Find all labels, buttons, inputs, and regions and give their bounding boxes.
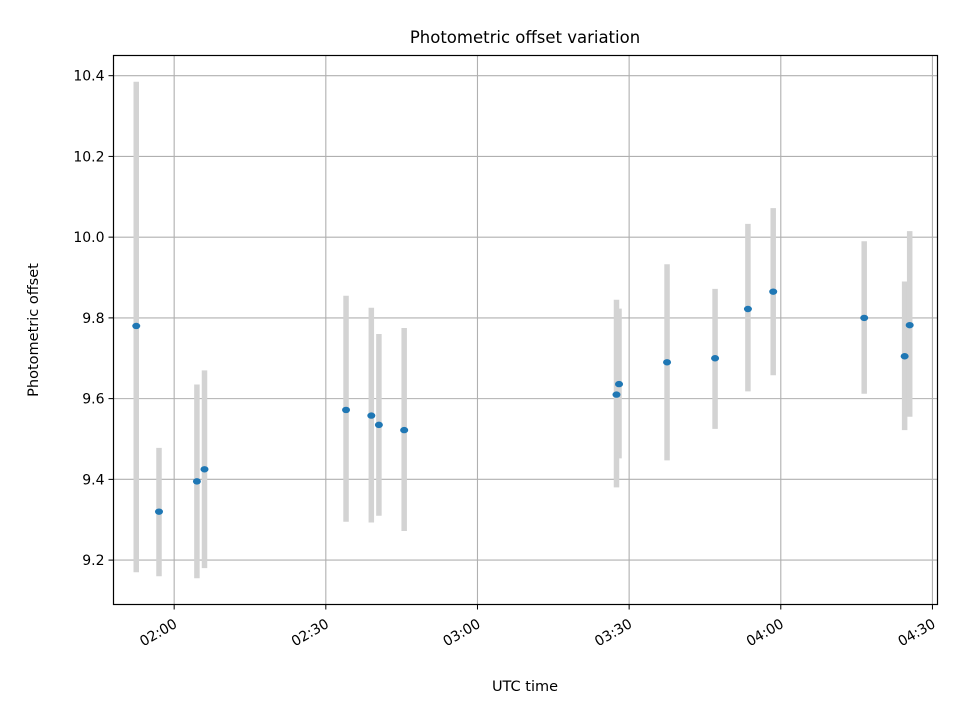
data-point — [154, 508, 163, 515]
chart-title: Photometric offset variation — [410, 28, 640, 47]
data-point — [769, 288, 778, 295]
data-points — [132, 288, 914, 515]
data-point — [400, 426, 409, 434]
y-tick-label: 9.2 — [82, 553, 104, 569]
data-point — [905, 321, 914, 329]
y-tick-label: 9.4 — [82, 472, 104, 488]
plot-area-frame — [112, 54, 939, 606]
data-point — [900, 353, 909, 360]
y-tick-label: 10.4 — [73, 69, 104, 85]
data-point — [192, 478, 201, 485]
y-axis-label: Photometric offset — [26, 263, 42, 397]
x-axis-label: UTC time — [492, 679, 558, 695]
y-axis-ticks: 9.2 9.4 9.6 9.8 10.0 10.2 10.4 — [73, 69, 114, 569]
data-point — [200, 466, 209, 473]
data-point — [367, 412, 376, 419]
data-point — [342, 406, 351, 414]
data-point — [615, 380, 624, 388]
data-point — [374, 421, 383, 429]
data-point — [612, 391, 621, 398]
data-point — [743, 305, 752, 313]
y-tick-label: 9.6 — [82, 392, 104, 408]
y-tick-label: 10.0 — [73, 230, 104, 246]
grid-lines — [113, 55, 938, 605]
y-tick-label: 9.8 — [82, 311, 104, 327]
data-point — [711, 355, 720, 362]
data-point — [132, 322, 141, 330]
data-point — [663, 359, 672, 366]
y-tick-label: 10.2 — [73, 149, 104, 165]
data-point — [860, 314, 869, 322]
